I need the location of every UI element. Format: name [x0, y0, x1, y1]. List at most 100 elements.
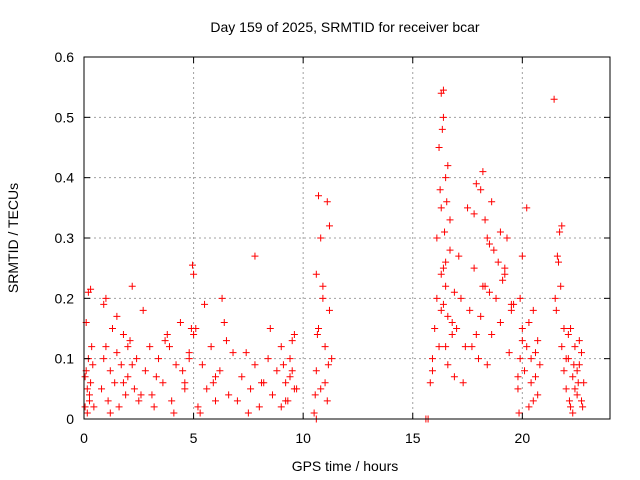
- data-point: [317, 234, 325, 242]
- data-point: [229, 349, 237, 357]
- data-point: [516, 294, 524, 302]
- data-point: [190, 270, 198, 278]
- data-point: [190, 331, 198, 339]
- data-point: [168, 397, 176, 405]
- data-point: [258, 379, 266, 387]
- data-point: [567, 403, 575, 411]
- data-point: [115, 403, 123, 411]
- data-point: [564, 331, 572, 339]
- data-point: [564, 355, 572, 363]
- data-point: [122, 391, 130, 399]
- data-point: [165, 343, 173, 351]
- chart-title: Day 159 of 2025, SRMTID for receiver bca…: [210, 19, 480, 35]
- data-point: [468, 343, 476, 351]
- data-point: [268, 391, 276, 399]
- data-point: [529, 397, 537, 405]
- data-point: [438, 125, 446, 133]
- data-point: [442, 282, 450, 290]
- data-point: [100, 355, 108, 363]
- data-point: [128, 282, 136, 290]
- data-point: [315, 192, 323, 200]
- data-point: [212, 397, 219, 405]
- data-point: [534, 337, 542, 345]
- data-point: [238, 373, 246, 381]
- data-point: [220, 318, 228, 326]
- data-point: [106, 409, 114, 417]
- data-point: [426, 379, 434, 387]
- grid-lines: [84, 57, 610, 419]
- data-point: [148, 391, 156, 399]
- data-point: [479, 168, 487, 176]
- data-point: [273, 367, 281, 375]
- data-point: [578, 397, 586, 405]
- data-point: [475, 355, 482, 363]
- data-point: [102, 343, 110, 351]
- data-point: [507, 300, 515, 308]
- data-point: [525, 403, 533, 411]
- data-point: [492, 294, 500, 302]
- data-point: [81, 403, 89, 411]
- data-point: [111, 379, 119, 387]
- data-point: [161, 337, 169, 345]
- data-point: [446, 216, 454, 224]
- data-point: [293, 385, 301, 393]
- data-point: [499, 276, 507, 284]
- data-point: [152, 373, 160, 381]
- data-point: [225, 391, 233, 399]
- data-point: [453, 325, 461, 332]
- data-point: [83, 385, 91, 393]
- data-point: [531, 349, 539, 357]
- data-point: [194, 403, 202, 411]
- y-axis-label: SRMTID / TECUs: [5, 183, 21, 293]
- data-point: [442, 174, 450, 182]
- data-point: [501, 270, 509, 278]
- data-point: [135, 397, 143, 405]
- data-point: [437, 204, 445, 212]
- data-point: [89, 361, 97, 369]
- data-point: [85, 397, 93, 405]
- data-point: [188, 261, 196, 269]
- data-point: [185, 355, 193, 363]
- data-point: [119, 379, 127, 387]
- data-point: [573, 391, 581, 399]
- x-axis-label: GPS time / hours: [292, 458, 399, 474]
- data-point: [531, 373, 539, 381]
- data-point: [255, 403, 263, 411]
- data-point: [485, 240, 493, 248]
- data-point: [470, 210, 478, 218]
- axis-ticks: 0 5 10 15 20 0 0.1 0.2 0.3 0.4 0.5 0.6: [55, 49, 610, 446]
- data-point: [448, 318, 456, 326]
- data-point: [312, 270, 320, 278]
- data-point: [437, 270, 445, 278]
- data-point: [233, 397, 241, 405]
- data-point: [573, 367, 581, 375]
- data-point: [527, 355, 535, 363]
- data-point: [556, 228, 564, 236]
- data-point: [552, 306, 560, 314]
- data-point: [560, 325, 568, 332]
- data-point: [317, 385, 325, 393]
- data-point: [472, 331, 480, 339]
- data-point: [155, 355, 163, 363]
- data-point: [128, 361, 136, 369]
- data-point: [117, 361, 125, 369]
- data-point: [102, 294, 110, 302]
- data-point: [100, 300, 108, 308]
- data-point: [518, 252, 526, 260]
- y-tick-label: 0: [66, 411, 74, 427]
- data-point: [441, 228, 449, 236]
- data-point: [439, 113, 447, 121]
- data-point: [477, 186, 485, 194]
- data-point: [481, 216, 489, 224]
- data-point: [574, 379, 582, 387]
- data-point: [558, 222, 566, 230]
- data-point: [483, 361, 491, 369]
- data-point: [554, 258, 562, 266]
- data-point: [431, 325, 439, 332]
- data-point: [514, 373, 522, 381]
- data-point: [523, 343, 531, 351]
- data-point: [437, 306, 445, 314]
- data-point: [104, 397, 112, 405]
- data-point: [311, 391, 319, 399]
- data-point: [321, 379, 329, 387]
